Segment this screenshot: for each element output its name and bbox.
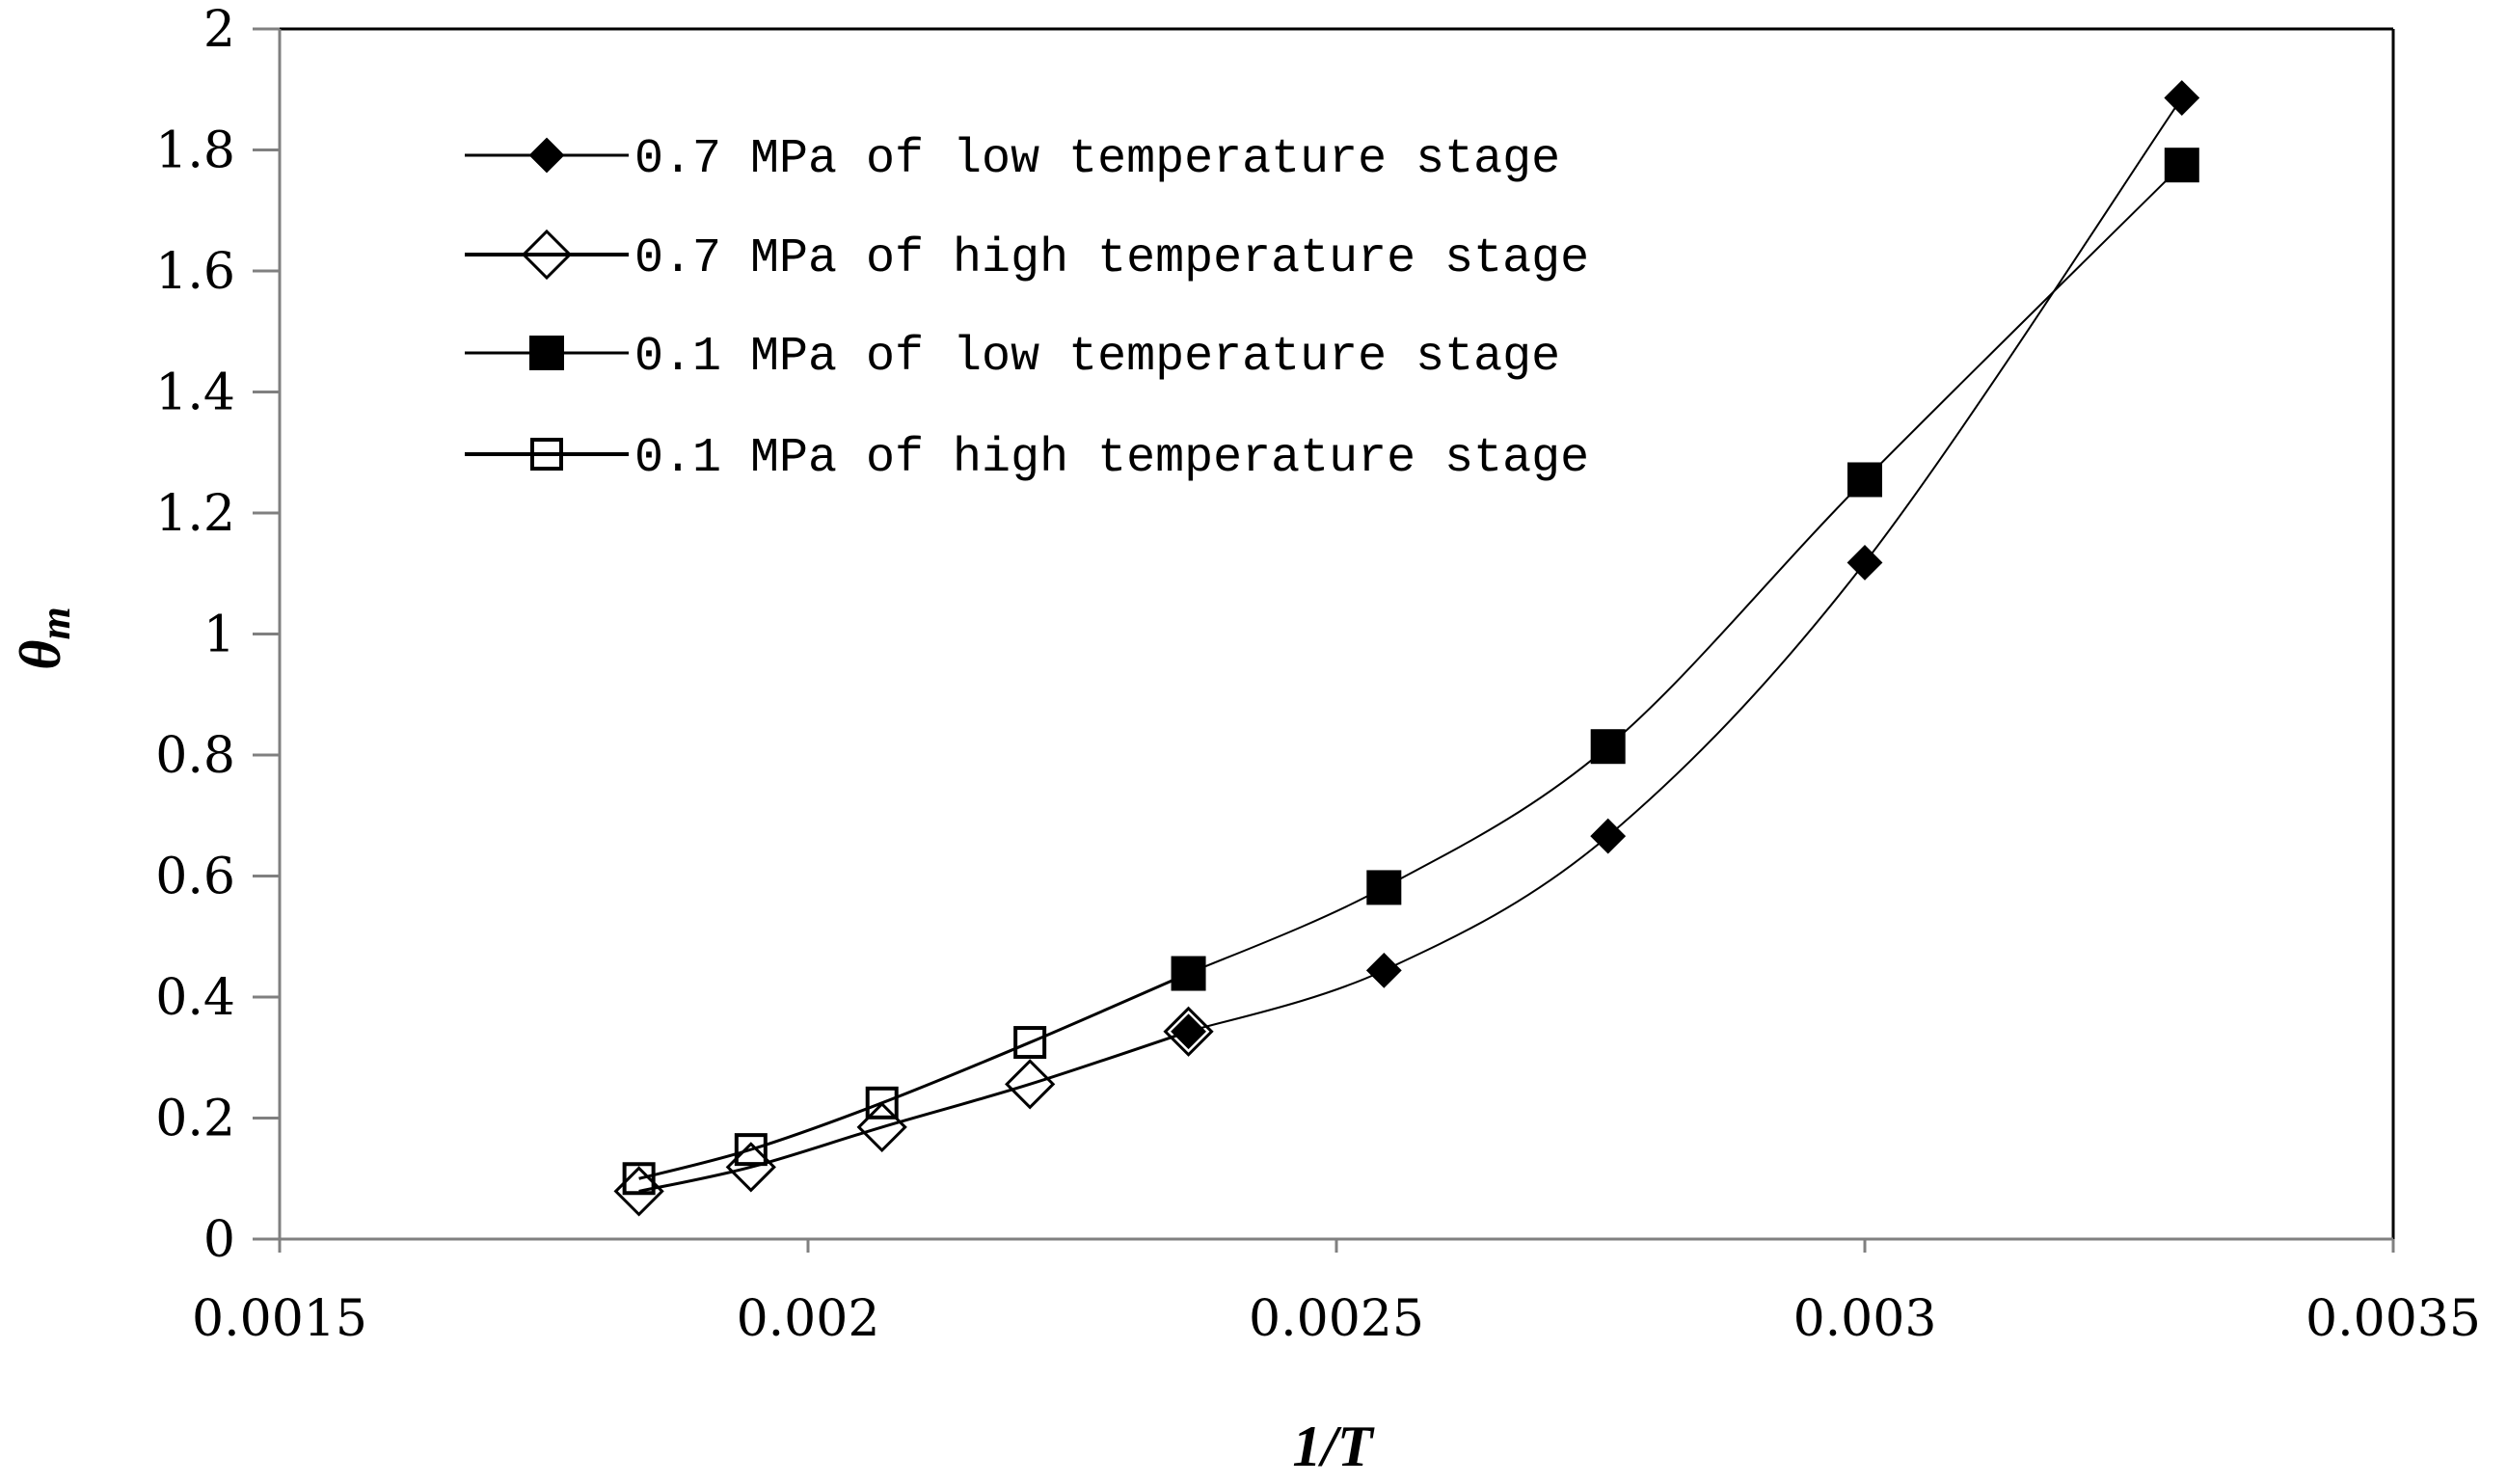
legend: 0.7 MPa of low temperature stage 0.7 MPa … xyxy=(465,132,1589,486)
x-tick-label: 0.003 xyxy=(1793,1290,1937,1348)
series-3 xyxy=(1171,148,2199,991)
legend-label: 0.7 MPa of low temperature stage xyxy=(634,132,1560,187)
series-1 xyxy=(1171,80,2200,1050)
y-tick-label: 0.4 xyxy=(155,969,235,1027)
data-point xyxy=(1590,729,1626,765)
y-tick-label: 0.2 xyxy=(155,1091,235,1148)
plot-frame xyxy=(253,27,2395,1253)
y-tick-label: 1.8 xyxy=(155,122,235,180)
x-tick-label: 0.0015 xyxy=(192,1290,367,1348)
y-tick-label: 1.6 xyxy=(155,243,235,301)
data-point xyxy=(622,1162,656,1196)
legend-item: 0.1 MPa of high temperature stage xyxy=(465,431,1589,486)
data-point xyxy=(1163,1006,1214,1057)
x-axis-title: 1/T xyxy=(1292,1415,1375,1478)
legend-marker-icon xyxy=(521,229,573,281)
y-axis-title: θm xyxy=(9,607,79,669)
data-point xyxy=(1013,1026,1047,1060)
data-point xyxy=(734,1133,768,1167)
legend-marker-icon xyxy=(528,137,565,174)
data-point xyxy=(1366,870,1402,905)
y-tick-label: 1.2 xyxy=(155,485,235,543)
data-point xyxy=(1590,818,1627,854)
legend-marker-icon xyxy=(530,438,563,471)
series-line xyxy=(1188,164,2183,975)
y-tick-label: 0.6 xyxy=(155,849,235,906)
legend-item: 0.7 MPa of high temperature stage xyxy=(465,229,1589,286)
data-point xyxy=(1847,462,1882,498)
data-point xyxy=(856,1101,907,1153)
legend-label: 0.1 MPa of high temperature stage xyxy=(634,431,1589,486)
data-point xyxy=(2164,80,2200,116)
legend-item: 0.7 MPa of low temperature stage xyxy=(465,132,1560,187)
x-tick-label: 0.0025 xyxy=(1249,1290,1424,1348)
series-layer xyxy=(613,80,2200,1217)
series-4 xyxy=(622,957,1205,1196)
data-point xyxy=(1847,545,1883,580)
y-axis: 0 0.2 0.4 0.6 0.8 1 1.2 1.4 1.6 1.8 2 xyxy=(155,1,280,1269)
y-tick-label: 1.4 xyxy=(155,364,235,422)
data-point xyxy=(2164,148,2199,183)
x-tick-label: 0.0035 xyxy=(2305,1290,2481,1348)
series-line xyxy=(638,972,1190,1180)
legend-marker-icon xyxy=(529,336,564,370)
legend-item: 0.1 MPa of low temperature stage xyxy=(465,330,1560,385)
series-line xyxy=(638,1030,1190,1193)
legend-label: 0.7 MPa of high temperature stage xyxy=(634,231,1589,286)
legend-label: 0.1 MPa of low temperature stage xyxy=(634,330,1560,385)
x-axis: 0.0015 0.002 0.0025 0.003 0.0035 xyxy=(192,1239,2481,1348)
x-tick-label: 0.002 xyxy=(737,1290,880,1348)
data-point xyxy=(865,1086,899,1120)
data-point xyxy=(1365,952,1402,988)
y-tick-label: 0 xyxy=(203,1211,235,1269)
y-tick-label: 1 xyxy=(203,607,235,664)
series-2 xyxy=(613,1006,1214,1217)
data-point xyxy=(1172,957,1205,990)
y-tick-label: 0.8 xyxy=(155,727,235,785)
series-line xyxy=(1188,96,2183,1033)
y-tick-label: 2 xyxy=(203,1,235,59)
data-point xyxy=(1005,1059,1056,1110)
